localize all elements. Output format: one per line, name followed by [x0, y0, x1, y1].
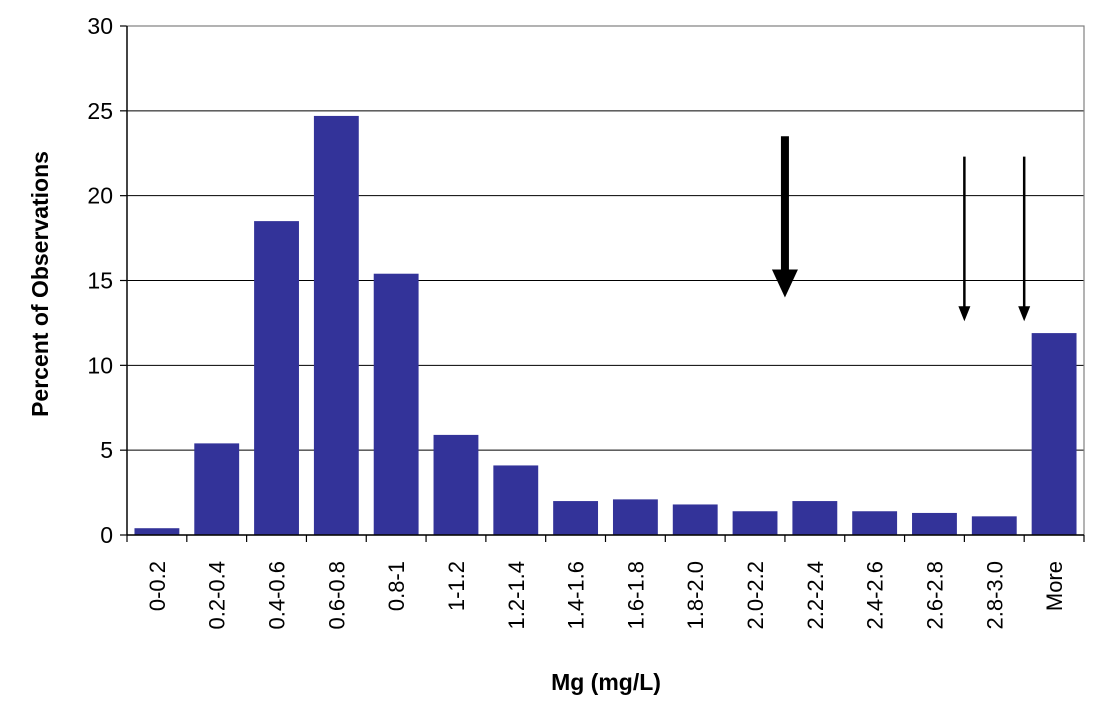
y-tick-label: 25	[87, 98, 113, 124]
x-tick-label: 0.4-0.6	[265, 561, 290, 630]
bar-More	[1031, 333, 1077, 535]
bar-2.2-2.4	[792, 501, 838, 535]
annotation-arrow-head	[958, 306, 971, 322]
x-tick-label: 0.2-0.4	[205, 561, 230, 630]
x-tick-label: 2.2-2.4	[803, 561, 828, 630]
x-tick-label: 0.8-1	[384, 561, 409, 611]
bar-0.2-0.4	[194, 443, 240, 535]
y-tick-label: 30	[87, 13, 113, 39]
bars	[134, 115, 1077, 535]
y-axis-title: Percent of Observations	[27, 151, 53, 417]
bar-0-0.2	[134, 528, 180, 535]
annotation-arrow-head	[771, 269, 798, 298]
bar-2.6-2.8	[912, 512, 957, 535]
bar-1.6-1.8	[612, 499, 658, 535]
y-tick-label: 20	[87, 183, 113, 209]
x-tick-labels: 0-0.2 0.2-0.4 0.4-0.6 0.6-0.8 0.8-1 1-1.2 1.2-…	[145, 561, 1067, 630]
x-tick-label: 2.6-2.8	[922, 561, 947, 630]
bar-0.6-0.8	[313, 115, 359, 535]
bar-0.4-0.6	[254, 221, 299, 535]
x-tick-label: 1.2-1.4	[504, 561, 529, 630]
bar-1.8-2.0	[672, 504, 718, 535]
x-tick-label: 0.6-0.8	[324, 561, 349, 630]
y-tick-label: 5	[100, 437, 113, 463]
axes	[120, 25, 1085, 542]
x-tick-label: 2.4-2.6	[863, 561, 888, 630]
x-tick-label: 1.4-1.6	[564, 561, 589, 630]
y-tick-label: 10	[87, 352, 113, 378]
x-tick-label: 2.8-3.0	[982, 561, 1007, 630]
x-tick-label: 1-1.2	[444, 561, 469, 611]
x-axis-title: Mg (mg/L)	[551, 669, 661, 695]
y-tick-labels: 0 5 10 15 20 25 30	[87, 13, 113, 548]
y-tick-label: 0	[100, 522, 113, 548]
bar-0.8-1	[373, 273, 419, 535]
annotation-arrows	[771, 136, 1031, 322]
x-tick-label: 1.6-1.8	[623, 561, 648, 630]
x-tick-label: More	[1042, 561, 1067, 611]
x-tick-label: 0-0.2	[145, 561, 170, 611]
x-tick-label: 1.8-2.0	[683, 561, 708, 630]
bar-1.4-1.6	[553, 501, 599, 535]
bar-1-1.2	[433, 434, 479, 535]
bar-1.2-1.4	[493, 465, 539, 535]
bar-2.8-3.0	[971, 516, 1017, 535]
y-tick-label: 15	[87, 268, 113, 294]
bar-2.4-2.6	[852, 511, 898, 535]
bar-2.0-2.2	[732, 511, 778, 535]
x-tick-label: 2.0-2.2	[743, 561, 768, 630]
annotation-arrow-head	[1018, 306, 1031, 322]
